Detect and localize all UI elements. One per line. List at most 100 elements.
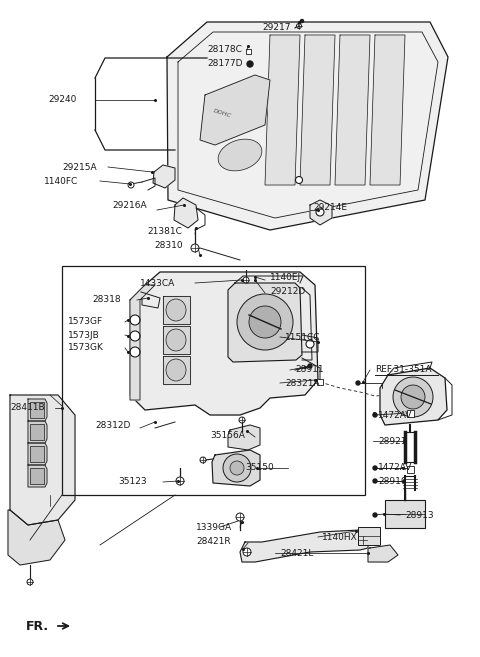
Text: 21381C: 21381C xyxy=(147,227,182,237)
Polygon shape xyxy=(240,530,368,562)
Text: 1472AV: 1472AV xyxy=(378,463,412,472)
Circle shape xyxy=(236,513,244,521)
Circle shape xyxy=(300,20,303,22)
Text: 28421L: 28421L xyxy=(280,549,313,558)
Circle shape xyxy=(130,331,140,341)
Polygon shape xyxy=(212,450,260,486)
Circle shape xyxy=(296,177,302,183)
Circle shape xyxy=(239,417,245,423)
Ellipse shape xyxy=(218,139,262,171)
Polygon shape xyxy=(335,35,370,185)
Circle shape xyxy=(373,479,377,483)
Text: 29217: 29217 xyxy=(262,24,290,32)
Polygon shape xyxy=(28,465,47,487)
Circle shape xyxy=(243,277,249,283)
Circle shape xyxy=(306,340,314,348)
Polygon shape xyxy=(228,283,302,362)
Bar xyxy=(317,379,323,385)
Text: DOHC: DOHC xyxy=(212,108,232,119)
Circle shape xyxy=(401,385,425,409)
Circle shape xyxy=(373,413,377,417)
Text: REF.31-351A: REF.31-351A xyxy=(375,365,432,374)
Ellipse shape xyxy=(166,299,186,321)
Bar xyxy=(30,424,44,440)
Polygon shape xyxy=(300,35,335,185)
Text: 28421R: 28421R xyxy=(196,537,230,547)
Text: 35156A: 35156A xyxy=(210,430,245,440)
Text: 1339GA: 1339GA xyxy=(196,522,232,532)
Circle shape xyxy=(230,461,244,475)
Polygon shape xyxy=(174,198,198,228)
Text: 35150: 35150 xyxy=(245,463,274,472)
Text: 1433CA: 1433CA xyxy=(140,279,175,288)
Polygon shape xyxy=(380,368,447,425)
Text: 28910: 28910 xyxy=(378,476,407,486)
Text: 1573GK: 1573GK xyxy=(68,344,104,353)
Text: 1140HX: 1140HX xyxy=(322,533,358,541)
Text: 1151CC: 1151CC xyxy=(285,332,321,342)
Circle shape xyxy=(316,208,324,216)
Bar xyxy=(30,402,44,418)
Text: 29216A: 29216A xyxy=(112,202,146,210)
Text: 28411B: 28411B xyxy=(10,403,45,413)
Bar xyxy=(30,468,44,484)
Bar xyxy=(407,409,413,417)
Polygon shape xyxy=(28,421,47,443)
Polygon shape xyxy=(265,35,300,185)
Circle shape xyxy=(373,513,377,517)
Polygon shape xyxy=(130,272,318,415)
Text: 28318: 28318 xyxy=(92,296,120,304)
Text: 28321A: 28321A xyxy=(285,378,320,388)
Circle shape xyxy=(243,548,251,556)
Bar xyxy=(407,466,413,472)
Text: 29214E: 29214E xyxy=(313,202,347,212)
Circle shape xyxy=(27,579,33,585)
Polygon shape xyxy=(163,296,190,324)
Polygon shape xyxy=(153,165,175,188)
Circle shape xyxy=(249,306,281,338)
Polygon shape xyxy=(163,356,190,384)
Circle shape xyxy=(297,24,301,28)
Text: FR.: FR. xyxy=(26,620,49,633)
Bar xyxy=(62,266,365,495)
Circle shape xyxy=(308,364,312,368)
Bar xyxy=(385,500,425,528)
Circle shape xyxy=(130,315,140,325)
Text: 29240: 29240 xyxy=(48,95,76,104)
Text: 28913: 28913 xyxy=(405,510,433,520)
Text: 28312D: 28312D xyxy=(95,420,131,430)
Ellipse shape xyxy=(166,329,186,351)
Text: 1140FC: 1140FC xyxy=(44,177,78,185)
Bar xyxy=(245,49,251,53)
Circle shape xyxy=(237,294,293,350)
Circle shape xyxy=(356,381,360,385)
Circle shape xyxy=(128,182,134,188)
Text: 1140EJ: 1140EJ xyxy=(270,273,301,283)
Circle shape xyxy=(200,457,206,463)
Polygon shape xyxy=(370,35,405,185)
Text: 28310: 28310 xyxy=(154,242,182,250)
Circle shape xyxy=(359,536,367,544)
Bar xyxy=(30,446,44,462)
Polygon shape xyxy=(228,425,260,450)
Text: 1472AV: 1472AV xyxy=(378,411,412,420)
Polygon shape xyxy=(28,443,47,465)
Text: 29212D: 29212D xyxy=(270,288,305,296)
Polygon shape xyxy=(167,22,448,230)
Polygon shape xyxy=(200,75,270,145)
Text: 28911: 28911 xyxy=(295,365,324,374)
Polygon shape xyxy=(8,510,65,565)
Bar xyxy=(358,527,380,545)
Circle shape xyxy=(176,477,184,485)
Text: 1573GF: 1573GF xyxy=(68,317,103,327)
Circle shape xyxy=(247,61,253,67)
Polygon shape xyxy=(163,326,190,354)
Text: 1573JB: 1573JB xyxy=(68,330,100,340)
Text: 35123: 35123 xyxy=(118,478,146,486)
Circle shape xyxy=(191,244,199,252)
Polygon shape xyxy=(28,399,47,421)
Circle shape xyxy=(393,377,433,417)
Polygon shape xyxy=(368,545,398,562)
Text: 28921: 28921 xyxy=(378,436,407,445)
Polygon shape xyxy=(310,200,332,225)
